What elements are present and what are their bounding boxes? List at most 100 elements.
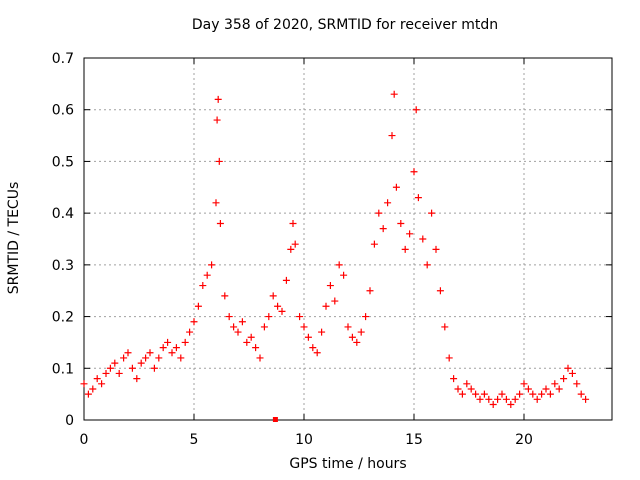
data-point (379, 225, 387, 233)
data-point (423, 261, 431, 269)
data-point (397, 219, 405, 227)
data-point (291, 240, 299, 248)
data-point (111, 359, 119, 367)
data-point (507, 400, 515, 408)
plot-frame (83, 57, 613, 421)
y-tick-label: 0.4 (52, 206, 74, 222)
data-point (326, 282, 334, 290)
y-tick-label: 0.1 (52, 361, 74, 377)
data-point (318, 328, 326, 336)
data-point (375, 209, 383, 217)
data-point (168, 349, 176, 357)
data-point (194, 302, 202, 310)
data-point (287, 245, 295, 253)
data-point (454, 385, 462, 393)
data-point (432, 245, 440, 253)
data-point (428, 209, 436, 217)
data-point (230, 323, 238, 331)
data-point (551, 380, 559, 388)
data-point (128, 364, 136, 372)
data-point (278, 307, 286, 315)
data-point (410, 168, 418, 176)
y-tick-label: 0.5 (52, 154, 74, 170)
data-point (412, 106, 420, 114)
data-point (106, 364, 114, 372)
x-tick-label: 5 (190, 432, 199, 448)
data-point (370, 240, 378, 248)
data-point (155, 354, 163, 362)
data-point (388, 132, 396, 140)
data-point (115, 369, 123, 377)
data-point (564, 364, 572, 372)
data-point (282, 276, 290, 284)
data-point (89, 385, 97, 393)
data-point (480, 390, 488, 398)
data-point (476, 395, 484, 403)
data-point (177, 354, 185, 362)
data-point (489, 400, 497, 408)
data-point (238, 318, 246, 326)
data-point (511, 395, 519, 403)
data-point (296, 313, 304, 321)
data-point (304, 333, 312, 341)
data-point (555, 385, 563, 393)
data-point (102, 369, 110, 377)
data-point (289, 219, 297, 227)
data-point (463, 380, 471, 388)
data-point (260, 323, 268, 331)
y-tick-label: 0.2 (52, 310, 74, 326)
data-point (309, 344, 317, 352)
data-point (212, 199, 220, 207)
x-tick-label: 20 (515, 432, 533, 448)
data-point (529, 390, 537, 398)
data-point (225, 313, 233, 321)
data-point (159, 344, 167, 352)
data-point (390, 90, 398, 98)
y-tick-label: 0.7 (52, 51, 74, 67)
data-point (214, 95, 222, 103)
data-point (120, 354, 128, 362)
data-point (313, 349, 321, 357)
data-point (247, 333, 255, 341)
data-point (392, 183, 400, 191)
data-point (215, 157, 223, 165)
data-point (494, 395, 502, 403)
data-point (256, 354, 264, 362)
data-point (450, 375, 458, 383)
data-point (172, 344, 180, 352)
data-point (485, 395, 493, 403)
data-point (538, 390, 546, 398)
data-point (573, 380, 581, 388)
data-point (84, 390, 92, 398)
data-point (274, 302, 282, 310)
data-point (362, 313, 370, 321)
data-point (348, 333, 356, 341)
data-point (467, 385, 475, 393)
data-point (533, 395, 541, 403)
y-tick-label: 0.6 (52, 103, 74, 119)
data-point (190, 318, 198, 326)
data-point (546, 390, 554, 398)
data-point (520, 380, 528, 388)
data-point (441, 323, 449, 331)
x-tick-label: 0 (80, 432, 89, 448)
data-point (516, 390, 524, 398)
data-point (472, 390, 480, 398)
data-point (357, 328, 365, 336)
data-point (98, 380, 106, 388)
data-point (164, 338, 172, 346)
data-point (560, 375, 568, 383)
data-point (199, 282, 207, 290)
data-point (401, 245, 409, 253)
data-point (335, 261, 343, 269)
data-point (93, 375, 101, 383)
data-point (436, 287, 444, 295)
y-tick-label: 0.3 (52, 258, 74, 274)
data-point (213, 116, 221, 124)
data-point (542, 385, 550, 393)
chart-title: Day 358 of 2020, SRMTID for receiver mtd… (191, 17, 499, 33)
data-point (269, 292, 277, 300)
y-axis-label: SRMTID / TECUs (6, 181, 22, 295)
data-point (203, 271, 211, 279)
